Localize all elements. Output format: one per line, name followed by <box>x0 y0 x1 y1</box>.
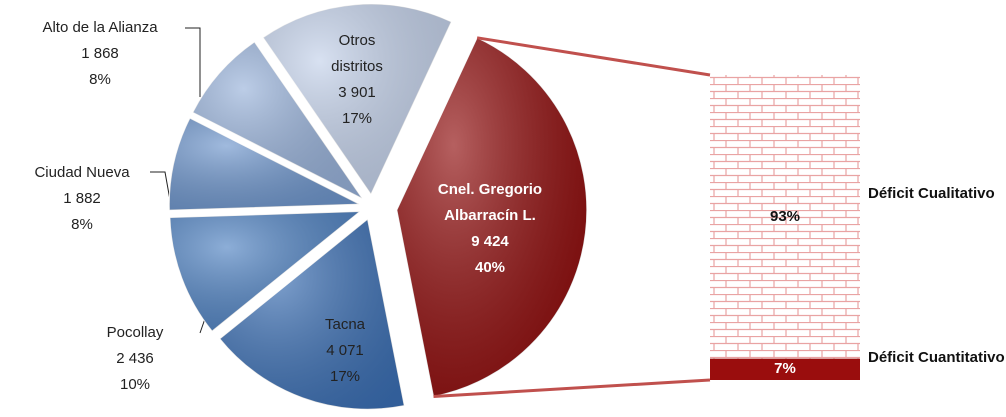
slice-label: Cnel. Gregorio Albarracín L. 9 424 40% <box>420 177 560 281</box>
slice-percent: 17% <box>341 110 373 127</box>
slice-label: Alto de la Alianza 1 868 8% <box>0 15 200 93</box>
slice-label: Otros distritos 3 901 17% <box>312 28 402 132</box>
slice-value: 2 436 <box>116 350 154 367</box>
slice-shade <box>169 118 360 211</box>
slice-shade <box>169 211 360 332</box>
bar-category-label: Déficit Cuantitativo <box>868 349 1005 367</box>
bar-segment <box>710 75 860 359</box>
slice-category: Cnel. Gregorio Albarracín L. <box>437 181 543 224</box>
slice-label: Pocollay 2 436 10% <box>75 320 195 398</box>
slice-shade <box>263 4 452 195</box>
bar-category-label: Déficit Cualitativo <box>868 184 995 202</box>
connector <box>433 378 711 398</box>
slice-label: Tacna 4 071 17% <box>295 312 395 390</box>
slice-value: 9 424 <box>471 233 509 250</box>
slice-category: Alto de la Alianza <box>42 19 158 36</box>
slice-shade <box>192 41 363 199</box>
slice-category: Pocollay <box>106 324 164 341</box>
slice-percent: 40% <box>474 259 506 276</box>
slice-value: 1 868 <box>81 45 119 62</box>
slice-label: Ciudad Nueva 1 882 8% <box>12 160 152 238</box>
slice-percent: 8% <box>71 216 93 233</box>
slice-value: 3 901 <box>338 84 376 101</box>
bar-segment <box>710 358 860 380</box>
slice-shade <box>219 219 405 410</box>
slice-category: Tacna <box>324 316 366 333</box>
leader-line <box>185 27 201 97</box>
slice-percent: 17% <box>329 368 361 385</box>
slice-shade <box>396 37 587 397</box>
slice-value: 1 882 <box>63 190 101 207</box>
connector <box>476 36 711 77</box>
leader-line <box>150 171 171 201</box>
slice-percent: 10% <box>119 376 151 393</box>
slice-percent: 8% <box>89 71 111 88</box>
bar-value-label: 93% <box>769 207 801 225</box>
slice-category: Ciudad Nueva <box>34 164 130 181</box>
slice-value: 4 071 <box>326 342 364 359</box>
bar-value-label: 7% <box>774 360 796 378</box>
slice-category: Otros distritos <box>331 32 383 75</box>
